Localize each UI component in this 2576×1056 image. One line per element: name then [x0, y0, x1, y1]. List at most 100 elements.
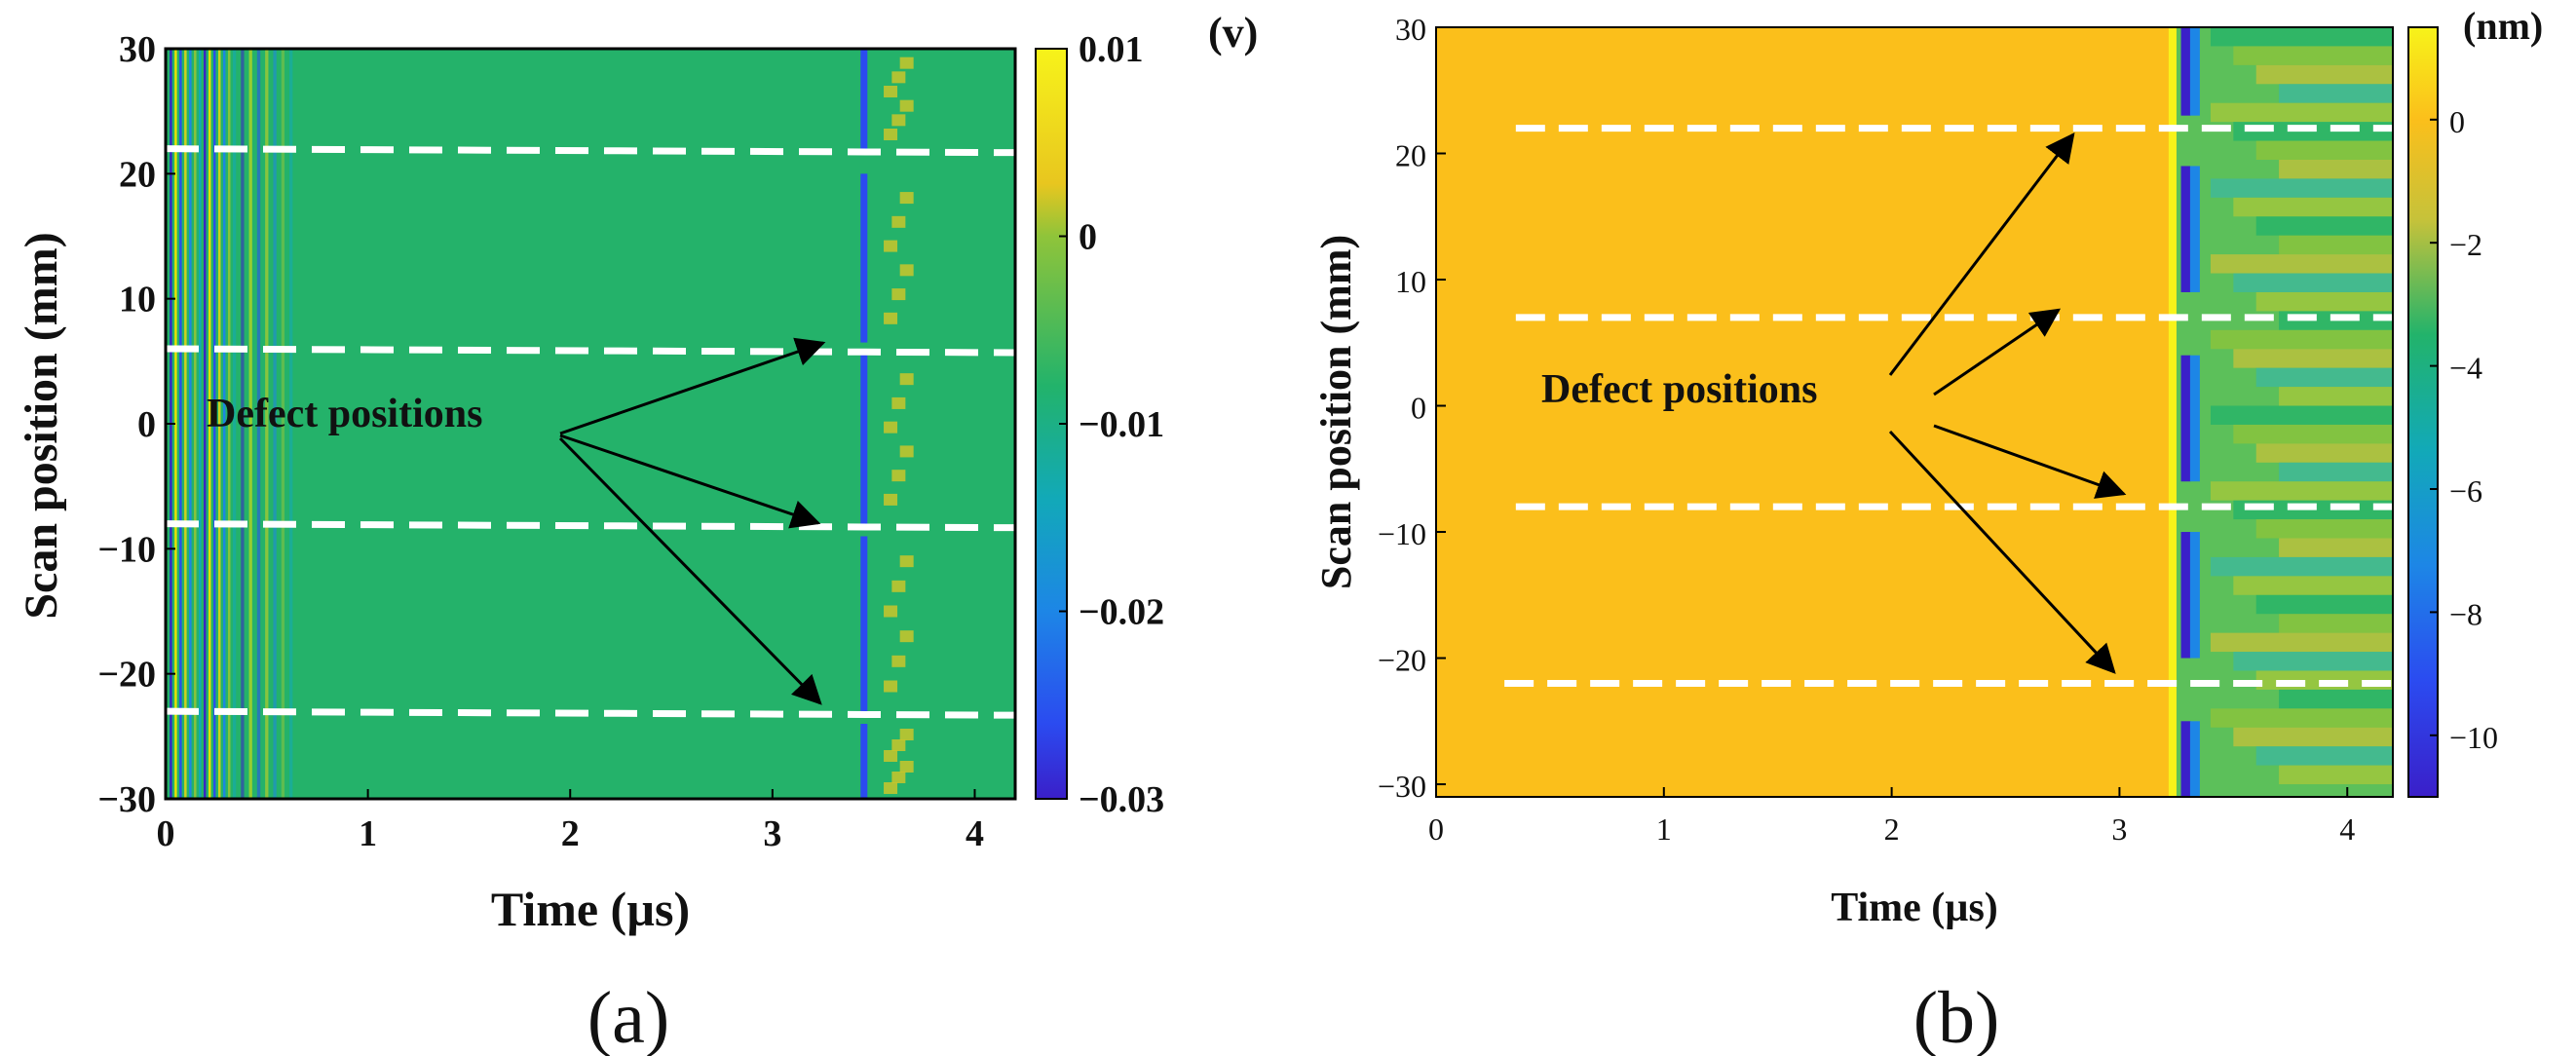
signal-blob	[884, 750, 898, 762]
texture-band	[2255, 64, 2393, 85]
x-tick-label: 4	[966, 813, 984, 854]
early-stripe	[265, 49, 269, 799]
y-tick-label: 0	[1411, 391, 1426, 426]
panel-a-arrow-1	[559, 337, 826, 435]
signal-blob	[891, 470, 906, 482]
texture-band	[2210, 632, 2393, 653]
texture-band	[2255, 216, 2393, 236]
texture-band	[2233, 652, 2393, 671]
panel-a-arrow-2	[559, 434, 821, 529]
signal-blob	[884, 240, 898, 252]
early-stripe	[212, 49, 216, 799]
early-stripe	[179, 49, 182, 799]
arrival-streak	[860, 49, 868, 149]
colorbar-tick-label: −2	[2449, 227, 2482, 262]
texture-band	[2279, 614, 2393, 633]
x-tick-label: 3	[2111, 811, 2127, 847]
panel-a-arrival-signal	[860, 49, 914, 799]
panel-b-xlabel: Time (µs)	[1831, 886, 1998, 930]
arrival-streak	[2180, 721, 2191, 797]
arrival-streak	[2189, 721, 2200, 797]
texture-band	[2255, 140, 2393, 160]
signal-blob	[884, 86, 898, 97]
panel-a-axes: 0 1 2 3 4 30 20 10 0 −10 −20 −30	[97, 29, 984, 854]
signal-blob	[899, 57, 914, 69]
colorbar-tick-label: −4	[2449, 351, 2482, 386]
colorbar-tick-label: 0.01	[1079, 29, 1144, 70]
early-stripe	[248, 49, 252, 799]
early-stripe	[189, 49, 192, 799]
colorbar-tick-label: −6	[2449, 473, 2482, 509]
colorbar-tick-label: −0.03	[1079, 779, 1164, 820]
panel-a: 0 1 2 3 4 30 20 10 0 −10 −20 −30 Defect positions T…	[16, 9, 1258, 1056]
y-tick-label: −30	[97, 779, 156, 820]
texture-band	[2210, 254, 2393, 274]
arrival-streak	[860, 355, 868, 524]
early-stripe	[289, 49, 293, 799]
y-tick-label: −20	[1378, 643, 1426, 678]
panel-a-annotation: Defect positions	[207, 392, 482, 436]
signal-blob	[899, 729, 914, 740]
defect-line	[165, 145, 1016, 157]
signal-blob	[899, 264, 914, 277]
arrival-streak	[860, 724, 868, 799]
early-stripe	[256, 49, 261, 799]
early-stripe	[217, 49, 221, 799]
signal-blob	[891, 739, 906, 751]
arrival-streak	[2180, 355, 2191, 482]
panel-b-annotation: Defect positions	[1541, 367, 1817, 412]
panel-a-colorbar-unit: (v)	[1208, 9, 1258, 57]
texture-band	[2210, 329, 2393, 350]
panel-a-arrow-3	[558, 436, 822, 705]
texture-band	[2233, 46, 2393, 65]
x-tick-label: 0	[1428, 811, 1444, 847]
early-stripe	[232, 49, 237, 799]
signal-blob	[891, 580, 906, 592]
y-tick-label: −20	[97, 655, 156, 696]
arrival-streak	[2180, 532, 2191, 659]
panel-b-label: (b)	[1913, 977, 2000, 1056]
texture-band	[2210, 405, 2393, 425]
panel-b-colorbar-unit: (nm)	[2463, 4, 2543, 48]
signal-blob	[899, 630, 914, 643]
panel-b-axes: 0 1 2 3 4 30 20 10 0 −10 −20 −30	[1378, 12, 2355, 847]
signal-blob	[884, 782, 898, 794]
early-stripe	[208, 49, 211, 799]
arrival-streak	[860, 173, 868, 343]
defect-line	[165, 520, 1016, 532]
x-tick-label: 0	[157, 813, 175, 854]
x-tick-label: 2	[1884, 811, 1900, 847]
texture-band	[2279, 538, 2393, 557]
colorbar-tick-label: −0.01	[1079, 404, 1164, 445]
y-tick-label: −10	[1378, 516, 1426, 551]
texture-band	[2255, 367, 2393, 388]
signal-blob	[891, 772, 906, 783]
x-tick-label: 3	[763, 813, 781, 854]
panel-b-ylabel: Scan position (mm)	[1312, 235, 1360, 589]
signal-blob	[899, 445, 914, 458]
signal-blob	[899, 99, 914, 112]
x-tick-label: 2	[561, 813, 580, 854]
texture-band	[2233, 349, 2393, 368]
panel-b-colorbar-ticks: 0 −2 −4 −6 −8 −10	[2430, 104, 2498, 755]
texture-band	[2255, 519, 2393, 539]
y-tick-label: 10	[1395, 264, 1426, 299]
panel-a-defect-lines	[165, 145, 1016, 719]
arrival-streak	[2189, 166, 2200, 292]
texture-band	[2233, 273, 2393, 292]
texture-band	[2255, 443, 2393, 463]
early-stripe	[204, 49, 207, 799]
colorbar-tick-label: 0	[1079, 217, 1097, 258]
arrival-streak	[2180, 166, 2191, 292]
texture-band	[2279, 689, 2393, 709]
defect-line	[165, 707, 1016, 719]
y-tick-label: 20	[119, 154, 156, 195]
signal-blob	[891, 71, 906, 84]
early-stripe	[222, 49, 226, 799]
colorbar-tick-label: −0.02	[1079, 592, 1164, 633]
early-stripe	[227, 49, 231, 799]
texture-band	[2279, 387, 2393, 406]
texture-band	[2279, 84, 2393, 103]
